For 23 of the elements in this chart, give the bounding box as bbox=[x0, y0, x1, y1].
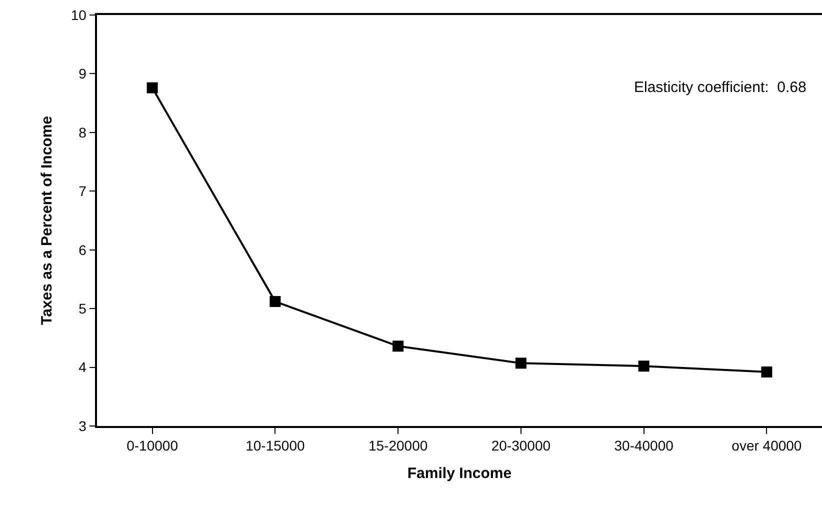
point bbox=[638, 360, 650, 372]
y-axis-title: Taxes as a Percent of Income bbox=[38, 116, 56, 325]
y-tick-label: 5 bbox=[78, 300, 87, 316]
y-tick-label: 9 bbox=[78, 66, 87, 82]
point bbox=[270, 296, 281, 308]
x-axis-title: Family Income bbox=[407, 465, 512, 482]
y-tick-label: 10 bbox=[70, 6, 87, 23]
y-tick-label: 6 bbox=[78, 242, 87, 258]
y-tick-label: 7 bbox=[78, 183, 87, 200]
x-tick-label: 10-15000 bbox=[246, 438, 305, 454]
x-tick-label: 0-10000 bbox=[126, 438, 178, 454]
x-tick-label: 20-30000 bbox=[491, 438, 551, 454]
annotation: Elasticity coefficient: 0.68 bbox=[634, 79, 806, 96]
x-tick-label: 15-20000 bbox=[368, 438, 428, 454]
x-tick-label: 30-40000 bbox=[614, 438, 674, 454]
point bbox=[515, 358, 526, 369]
point bbox=[146, 82, 158, 94]
point bbox=[761, 366, 772, 378]
point bbox=[392, 340, 404, 352]
y-tick-label: 8 bbox=[78, 124, 87, 140]
y-tick-label: 3 bbox=[78, 418, 87, 434]
x-tick-label: over 40000 bbox=[732, 438, 802, 454]
y-tick-label: 4 bbox=[78, 359, 87, 376]
